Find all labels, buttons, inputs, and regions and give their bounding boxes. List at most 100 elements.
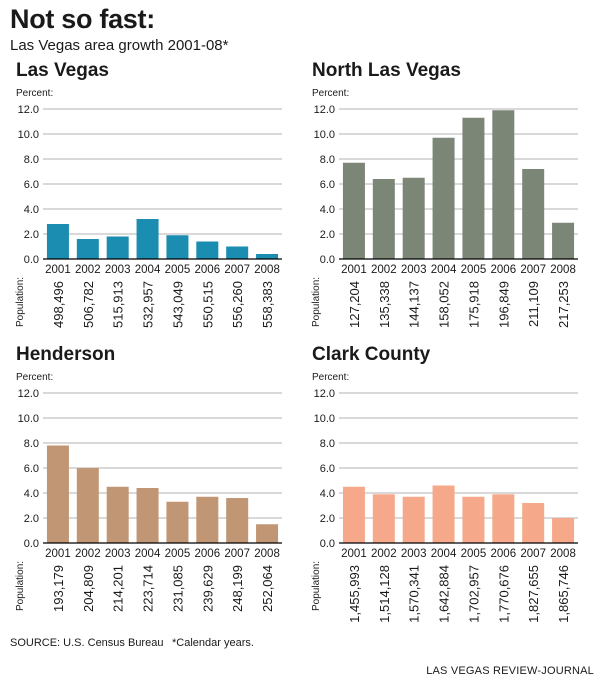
bar	[106, 486, 129, 543]
x-tick-label: 2005	[165, 264, 191, 276]
bar	[372, 494, 395, 543]
chart-title: Henderson	[16, 344, 116, 365]
bar	[256, 524, 279, 543]
y-axis-label: Percent:	[312, 88, 349, 99]
y-tick-label: 12.0	[314, 104, 335, 116]
population-value: 1,570,341	[407, 565, 422, 623]
x-tick-label: 2003	[401, 548, 427, 560]
y-tick-label: 6.0	[24, 463, 39, 475]
x-tick-label: 2004	[135, 264, 161, 276]
y-tick-label: 6.0	[320, 179, 335, 191]
x-tick-label: 2007	[520, 548, 546, 560]
bar	[196, 241, 219, 259]
x-tick-label: 2003	[105, 548, 131, 560]
population-label: Population:	[311, 277, 322, 327]
y-tick-label: 0.0	[24, 254, 39, 266]
x-tick-label: 2004	[135, 548, 161, 560]
population-value: 144,137	[407, 281, 422, 328]
bar	[432, 137, 455, 259]
x-tick-label: 2008	[550, 264, 576, 276]
bar	[342, 486, 365, 543]
population-value: 550,515	[200, 281, 215, 328]
x-tick-label: 2005	[165, 548, 191, 560]
bar	[462, 117, 485, 259]
population-value: 1,514,128	[377, 565, 392, 623]
population-value: 175,918	[466, 281, 481, 328]
chart-title: North Las Vegas	[312, 60, 461, 81]
y-axis-label: Percent:	[16, 372, 53, 383]
y-axis-label: Percent:	[16, 88, 53, 99]
y-tick-label: 4.0	[320, 204, 335, 216]
y-tick-label: 2.0	[320, 513, 335, 525]
population-value: 135,338	[377, 281, 392, 328]
page-subtitle: Las Vegas area growth 2001-08*	[10, 37, 229, 54]
population-value: 239,629	[200, 565, 215, 612]
y-tick-label: 6.0	[320, 463, 335, 475]
y-tick-label: 12.0	[314, 388, 335, 400]
population-value: 1,865,746	[556, 565, 571, 623]
x-tick-label: 2002	[75, 548, 101, 560]
chart-panel-las-vegas: Las Vegas Percent: 0.0 2.0 4.0 6.0 8.0 10.0 12.…	[10, 60, 292, 335]
y-axis-label: Percent:	[312, 372, 349, 383]
y-tick-label: 12.0	[18, 388, 39, 400]
bar	[492, 494, 515, 543]
bar	[342, 162, 365, 259]
y-tick-label: 10.0	[314, 413, 335, 425]
population-value: 211,109	[526, 281, 541, 327]
x-tick-label: 2006	[491, 548, 517, 560]
chart-panel-henderson: Henderson Percent: 0.0 2.0 4.0 6.0 8.0 10.0 12.…	[10, 344, 292, 619]
bar	[492, 110, 515, 259]
population-label: Population:	[15, 561, 26, 611]
y-tick-label: 4.0	[320, 488, 335, 500]
bar	[136, 488, 159, 543]
population-value: 558,383	[260, 281, 275, 328]
x-tick-label: 2003	[401, 264, 427, 276]
x-tick-label: 2002	[371, 264, 397, 276]
bar	[372, 179, 395, 259]
population-value: 1,770,676	[496, 565, 511, 623]
source-note: SOURCE: U.S. Census Bureau	[10, 637, 164, 649]
population-value: 498,496	[51, 281, 66, 328]
bar	[226, 498, 249, 543]
bar	[552, 222, 575, 259]
x-tick-label: 2008	[254, 548, 280, 560]
population-value: 532,957	[141, 281, 156, 328]
x-tick-label: 2008	[254, 264, 280, 276]
chart-svg: Percent: 0.0 2.0 4.0 6.0 8.0 10.0 12.0 2001 2002 2…	[311, 88, 578, 328]
y-tick-label: 2.0	[24, 229, 39, 241]
bar	[432, 485, 455, 543]
y-tick-label: 10.0	[18, 413, 39, 425]
bar	[166, 235, 189, 259]
x-tick-label: 2007	[224, 264, 250, 276]
population-value: 1,827,655	[526, 565, 541, 623]
bar	[462, 496, 485, 543]
chart-svg: Percent: 0.0 2.0 4.0 6.0 8.0 10.0 12.0 2001 2002 2…	[311, 372, 578, 623]
population-value: 204,809	[81, 565, 96, 612]
x-tick-label: 2007	[224, 548, 250, 560]
population-value: 515,913	[111, 281, 126, 328]
population-value: 1,455,993	[347, 565, 362, 623]
x-tick-label: 2001	[45, 548, 71, 560]
bar	[106, 236, 129, 259]
x-tick-label: 2001	[45, 264, 71, 276]
chart-title: Las Vegas	[16, 60, 109, 81]
population-value: 1,642,884	[437, 565, 452, 623]
y-tick-label: 4.0	[24, 488, 39, 500]
publisher-credit: LAS VEGAS REVIEW-JOURNAL	[426, 665, 594, 677]
y-tick-label: 4.0	[24, 204, 39, 216]
x-tick-label: 2001	[341, 264, 367, 276]
population-label: Population:	[311, 561, 322, 611]
x-tick-label: 2002	[75, 264, 101, 276]
population-value: 214,201	[111, 565, 126, 612]
chart-svg: Percent: 0.0 2.0 4.0 6.0 8.0 10.0 12.0 2001 2002 2…	[15, 372, 282, 612]
population-value: 193,179	[51, 565, 66, 612]
y-tick-label: 12.0	[18, 104, 39, 116]
chart-svg: Percent: 0.0 2.0 4.0 6.0 8.0 10.0 12.0 2001 2002 2…	[15, 88, 282, 328]
x-tick-label: 2007	[520, 264, 546, 276]
bar	[522, 169, 545, 259]
population-value: 196,849	[496, 281, 511, 328]
y-tick-label: 10.0	[314, 129, 335, 141]
chart-title: Clark County	[312, 344, 431, 365]
population-value: 543,049	[170, 281, 185, 328]
y-tick-label: 2.0	[24, 513, 39, 525]
